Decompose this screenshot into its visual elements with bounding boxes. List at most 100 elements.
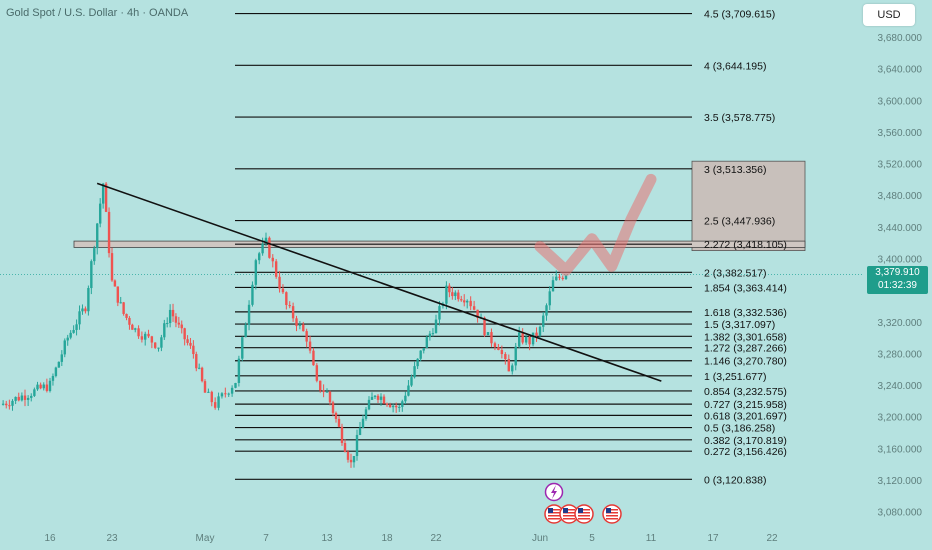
candle-body [11, 400, 14, 406]
candle-body [177, 322, 181, 325]
flag-stripe [548, 509, 560, 511]
flag-stripe [578, 518, 590, 520]
candle-body [51, 376, 55, 381]
candle-body [367, 399, 371, 410]
candle-body [30, 395, 33, 398]
x-axis-tick-label: 22 [766, 533, 778, 544]
candle-body [278, 276, 281, 289]
flag-stripe [548, 512, 560, 514]
x-axis-tick-label: 13 [321, 533, 333, 544]
candle-body [247, 304, 251, 325]
candle-body [340, 426, 344, 444]
candle-body [497, 347, 500, 351]
candle-body [373, 395, 377, 397]
lightning-event-icon [544, 482, 564, 502]
x-axis-tick-label: 11 [646, 533, 657, 544]
candle-body [157, 347, 160, 349]
candle-body [548, 291, 551, 306]
us-flag-event-icon [544, 504, 564, 524]
fib-level-label: 0 (3,120.838) [704, 474, 766, 486]
candle-body [493, 343, 497, 348]
x-axis-tick-label: 16 [44, 533, 56, 544]
fib-level-label: 3 (3,513.356) [704, 164, 766, 176]
candle-body [271, 257, 274, 262]
fib-level-label: 0.382 (3,170.819) [704, 435, 787, 447]
candle-body [352, 455, 356, 463]
candle-body [295, 318, 298, 326]
candle-body [210, 391, 213, 403]
candle-body [555, 276, 558, 281]
candle-body [264, 237, 268, 244]
candle-body [518, 332, 521, 347]
candle-body [60, 354, 64, 362]
candle-body [561, 277, 564, 280]
candle-body [385, 403, 389, 405]
candle-body [454, 292, 457, 297]
candle-body [349, 459, 353, 463]
candle-body [168, 309, 172, 324]
fib-level-label: 4.5 (3,709.615) [704, 9, 775, 21]
candle-body [244, 324, 247, 338]
candle-body [486, 332, 490, 336]
currency-button[interactable]: USD [863, 4, 915, 26]
flag-ring [574, 504, 594, 524]
flag-stripe [563, 509, 575, 511]
candle-body [116, 286, 120, 303]
candle-body [419, 350, 422, 359]
candle-body [558, 276, 561, 278]
candle-body [507, 359, 510, 372]
flag-stripe [563, 518, 575, 520]
fib-level-label: 0.854 (3,232.575) [704, 386, 787, 398]
candle-body [251, 284, 254, 305]
candle-body [394, 405, 398, 408]
candle-body [364, 409, 368, 419]
candle-body [128, 317, 131, 325]
candle-body [288, 305, 291, 307]
candle-body [183, 328, 186, 340]
candle-body [241, 337, 244, 359]
candle-body [445, 285, 448, 304]
fib-level-label: 2 (3,382.517) [704, 267, 766, 279]
us-flag-event-icon [574, 504, 594, 524]
fib-level-label: 1.146 (3,270.780) [704, 356, 787, 368]
candle-body [42, 384, 45, 389]
y-axis-tick-label: 3,640.000 [878, 65, 923, 76]
candle-body [416, 358, 419, 367]
candle-body [137, 328, 140, 337]
candle-body [319, 380, 322, 391]
x-axis-tick-label: 18 [381, 533, 393, 544]
candle-body [305, 331, 308, 342]
projected-price-path [534, 173, 657, 276]
candle-body [258, 253, 261, 261]
flag-stripe [563, 512, 575, 514]
candle-body [308, 341, 312, 351]
candle-body [5, 403, 8, 406]
flag-stripe [548, 518, 560, 520]
candle-body [476, 309, 479, 318]
candle-body [457, 292, 460, 300]
candle-body [81, 308, 84, 312]
flag-stripe [578, 512, 590, 514]
candle-body [370, 396, 374, 400]
candle-body [119, 302, 122, 304]
candle-body [104, 183, 108, 212]
candle-body [511, 365, 514, 372]
fib-level-label: 1.382 (3,301.658) [704, 331, 787, 343]
candle-body [302, 324, 305, 332]
candle-body [163, 323, 166, 338]
lightning-glyph [551, 485, 557, 499]
candle-body [285, 292, 288, 306]
candle-body [36, 384, 39, 390]
candle-body [538, 326, 542, 336]
candle-body [422, 347, 425, 351]
candle-body [361, 418, 365, 428]
candle-body [531, 332, 535, 345]
candle-body [203, 381, 207, 393]
candle-body [69, 332, 72, 338]
fib-level-label: 2.272 (3,418.105) [704, 239, 787, 251]
candle-body [472, 306, 476, 310]
flag-ring [602, 504, 622, 524]
candle-body [337, 418, 341, 427]
candle-body [17, 396, 20, 401]
